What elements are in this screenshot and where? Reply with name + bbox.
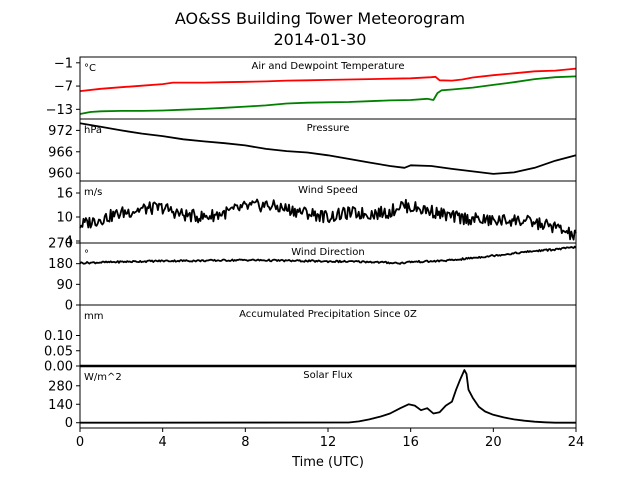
panel-title: Wind Speed xyxy=(298,185,358,196)
y-tick-label: 4 xyxy=(65,235,73,250)
series-line-6-1 xyxy=(79,369,576,424)
y-tick-label: 960 xyxy=(48,167,73,182)
x-axis-label: Time (UTC) xyxy=(291,455,364,470)
figure-title: AO&SS Building Tower Meteorogram xyxy=(175,9,465,28)
y-tick-label: 0 xyxy=(65,416,73,431)
panels: −1 −7 −13 °C Air and Dewpoint Temperature 972… xyxy=(44,56,577,431)
y-tick-label: 280 xyxy=(48,379,73,394)
x-tick-label: 12 xyxy=(320,435,337,450)
y-tick-label: 10 xyxy=(56,211,73,226)
y-tick-label: 0 xyxy=(65,299,73,314)
y-tick-label: 972 xyxy=(48,124,73,139)
x-tick-label: 4 xyxy=(159,435,167,450)
series-line-3-1 xyxy=(79,198,577,241)
y-tick-label: 180 xyxy=(48,257,73,272)
panel-title: Pressure xyxy=(307,123,350,134)
panel-6: 280 140 0 W/m^2 Solar Flux xyxy=(48,365,577,431)
y-tick-label: 0.10 xyxy=(44,329,73,344)
panel-title: Accumulated Precipitation Since 0Z xyxy=(239,309,417,320)
series-line-2-1 xyxy=(79,122,577,175)
panel-unit-label: m/s xyxy=(84,187,102,198)
series-line-1-2 xyxy=(79,75,577,115)
x-tick-label: 0 xyxy=(76,435,84,450)
panel-2: 972 966 960 hPa Pressure xyxy=(48,118,577,182)
panel-3: 16 10 4 m/s Wind Speed xyxy=(56,180,577,250)
y-tick-label: 140 xyxy=(48,398,73,413)
y-tick-label: 270 xyxy=(48,237,73,252)
x-tick-label: 8 xyxy=(241,435,249,450)
y-tick-label: 0.00 xyxy=(44,360,73,375)
panel-unit-label: °C xyxy=(84,63,96,74)
x-axis: 0 4 8 12 16 20 24 xyxy=(76,428,584,450)
series-line-4-1 xyxy=(79,245,577,265)
y-tick-label: 90 xyxy=(56,278,73,293)
figure-subtitle: 2014-01-30 xyxy=(274,30,367,49)
x-tick-label: 20 xyxy=(485,435,502,450)
panel-1: −1 −7 −13 °C Air and Dewpoint Temperature xyxy=(46,56,577,120)
panel-unit-label: mm xyxy=(84,311,103,322)
y-tick-label: −13 xyxy=(46,103,73,118)
series-line-1-1 xyxy=(79,67,577,92)
panel-title: Wind Direction xyxy=(291,247,365,258)
y-tick-label: 16 xyxy=(56,187,73,202)
panel-4: 270 180 90 0 ° Wind Direction xyxy=(48,237,577,314)
panel-unit-label: ° xyxy=(84,249,89,260)
panel-5: 0.100.050.00 mm Accumulated Precipitation … xyxy=(44,304,577,375)
y-tick-label: 966 xyxy=(48,145,73,160)
panel-unit-label: W/m^2 xyxy=(84,372,122,383)
x-tick-label: 24 xyxy=(568,435,585,450)
panel-title: Solar Flux xyxy=(303,370,353,381)
panel-unit-label: hPa xyxy=(84,125,102,136)
panel-title: Air and Dewpoint Temperature xyxy=(252,61,405,72)
y-tick-label: −7 xyxy=(54,80,73,95)
y-tick-label: −1 xyxy=(54,56,73,71)
y-tick-label: 0.05 xyxy=(44,344,73,359)
x-tick-label: 16 xyxy=(402,435,419,450)
